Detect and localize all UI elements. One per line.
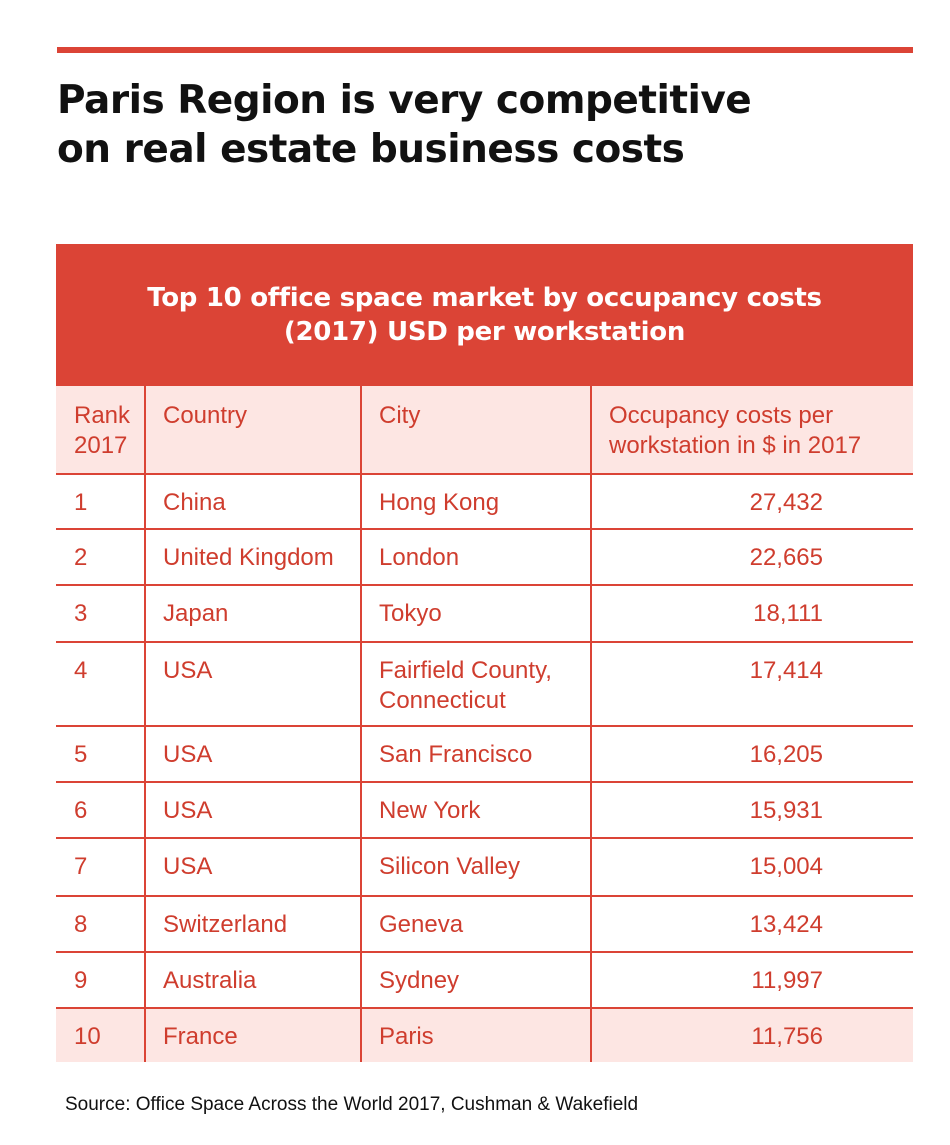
city-line-1: Geneva [379, 911, 464, 938]
city-line-1: San Francisco [379, 741, 533, 768]
table-row: 1 China Hong Kong 27,432 [56, 474, 913, 530]
column-header-cost-line-1: Occupancy costs per [609, 402, 834, 429]
table-row: 8 Switzerland Geneva 13,424 [56, 896, 913, 953]
city-line-1: Paris [379, 1023, 434, 1050]
country-cell: USA [144, 782, 361, 839]
city-line-1: London [379, 544, 460, 571]
table-title-line-1: Top 10 office space market by occupancy … [147, 283, 822, 313]
city-cell: New York [360, 782, 591, 839]
cost-cell: 15,931 [590, 782, 913, 839]
country-cell: China [144, 474, 361, 530]
country-cell: USA [144, 838, 361, 897]
top-accent-rule [57, 47, 913, 53]
cost-cell: 13,424 [590, 896, 913, 953]
city-line-2: Connecticut [379, 687, 506, 714]
rank-cell: 8 [56, 896, 145, 953]
city-cell: San Francisco [360, 726, 591, 783]
page-headline: Paris Region is very competitive on real… [57, 76, 913, 174]
city-cell: Hong Kong [360, 474, 591, 530]
rank-cell: 7 [56, 838, 145, 897]
table-row: 2 United Kingdom London 22,665 [56, 529, 913, 586]
city-cell: Tokyo [360, 585, 591, 643]
rank-cell: 3 [56, 585, 145, 643]
column-header-rank-line-1: Rank [74, 402, 131, 429]
cost-cell: 11,997 [590, 952, 913, 1009]
city-line-1: Silicon Valley [379, 853, 520, 880]
column-header-city: City [360, 386, 591, 475]
source-note: Source: Office Space Across the World 20… [65, 1094, 639, 1115]
occupancy-cost-table: Top 10 office space market by occupancy … [56, 244, 913, 1062]
country-cell: Switzerland [144, 896, 361, 953]
headline-line-1: Paris Region is very competitive [57, 78, 752, 123]
table-row: 4 USA Fairfield County, Connecticut 17,4… [56, 642, 913, 727]
country-cell: France [144, 1008, 361, 1062]
city-line-1: Hong Kong [379, 489, 500, 516]
table-title-line-2: (2017) USD per workstation [283, 317, 686, 347]
city-line-1: Tokyo [379, 600, 442, 627]
cost-cell: 16,205 [590, 726, 913, 783]
column-header-cost-line-2: workstation in $ in 2017 [609, 432, 862, 459]
city-cell: Fairfield County, Connecticut [360, 642, 591, 727]
rank-cell: 2 [56, 529, 145, 586]
column-header-rank: Rank 2017 [56, 386, 145, 475]
column-header-city-label: City [379, 402, 421, 429]
rank-cell: 4 [56, 642, 145, 727]
city-cell: Paris [360, 1008, 591, 1062]
table-title-banner: Top 10 office space market by occupancy … [56, 244, 913, 386]
table-row: 3 Japan Tokyo 18,111 [56, 585, 913, 643]
table-row: 5 USA San Francisco 16,205 [56, 726, 913, 783]
table-row-highlighted: 10 France Paris 11,756 [56, 1008, 913, 1062]
table-row: 7 USA Silicon Valley 15,004 [56, 838, 913, 897]
city-cell: Geneva [360, 896, 591, 953]
country-cell: Australia [144, 952, 361, 1009]
headline-line-2: on real estate business costs [57, 127, 685, 172]
column-header-country-label: Country [163, 402, 248, 429]
country-cell: USA [144, 642, 361, 727]
column-header-rank-line-2: 2017 [74, 432, 128, 459]
rank-cell: 10 [74, 1023, 101, 1050]
cost-cell: 18,111 [590, 585, 913, 643]
city-cell: Silicon Valley [360, 838, 591, 897]
table-row: 9 Australia Sydney 11,997 [56, 952, 913, 1009]
cost-cell: 11,756 [590, 1008, 913, 1062]
city-line-1: Sydney [379, 967, 460, 994]
country-cell: United Kingdom [144, 529, 361, 586]
rank-cell: 1 [56, 474, 145, 530]
table-header-row: Rank 2017 Country City Occupancy costs p… [56, 386, 913, 475]
column-header-country: Country [144, 386, 361, 475]
city-cell: Sydney [360, 952, 591, 1009]
ranking-table: Rank 2017 Country City Occupancy costs p… [56, 386, 913, 1062]
city-cell: London [360, 529, 591, 586]
table-row: 6 USA New York 15,931 [56, 782, 913, 839]
rank-cell: 9 [56, 952, 145, 1009]
cost-cell: 27,432 [590, 474, 913, 530]
rank-cell: 6 [56, 782, 145, 839]
cost-cell: 17,414 [590, 642, 913, 727]
city-line-1: Fairfield County, [379, 657, 552, 684]
city-line-1: New York [379, 797, 481, 824]
cost-cell: 15,004 [590, 838, 913, 897]
country-cell: Japan [144, 585, 361, 643]
cost-cell: 22,665 [590, 529, 913, 586]
country-cell: USA [144, 726, 361, 783]
column-header-cost: Occupancy costs per workstation in $ in … [590, 386, 913, 475]
rank-cell: 5 [56, 726, 145, 783]
